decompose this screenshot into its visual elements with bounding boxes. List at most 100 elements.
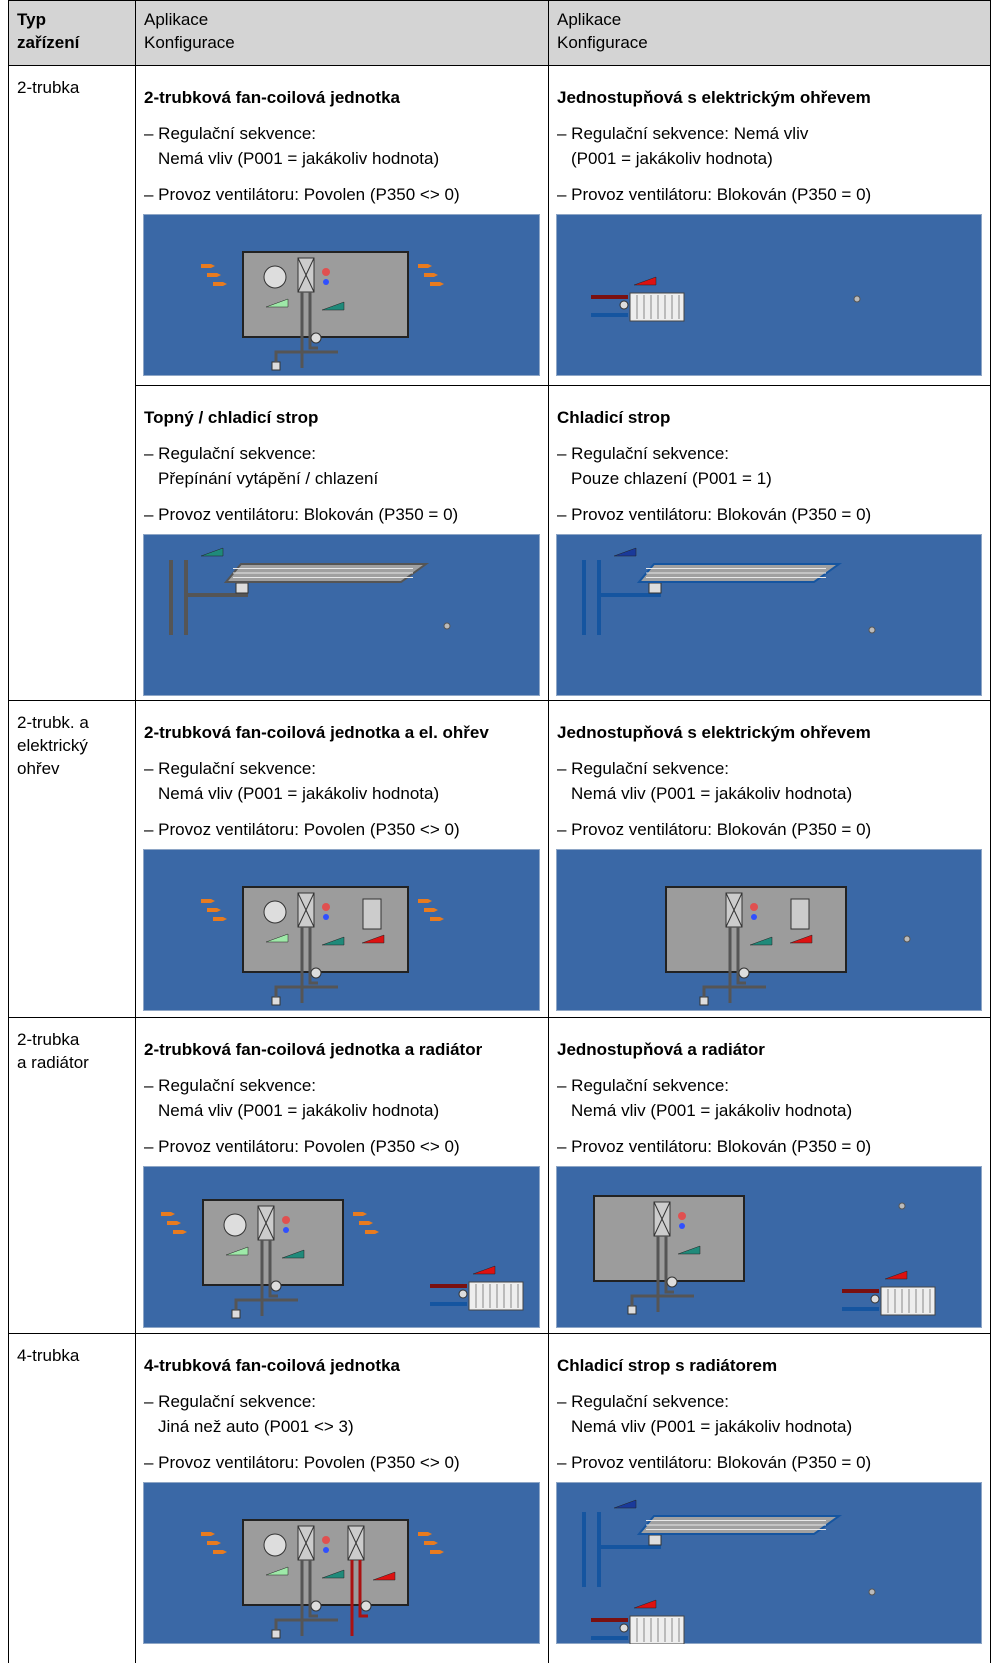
heat-icon bbox=[678, 1212, 686, 1220]
valve bbox=[310, 967, 322, 979]
pipe bbox=[234, 1298, 298, 1310]
valve bbox=[458, 1289, 468, 1299]
config-cell: 2-trubková fan-coilová jednotka a el. oh… bbox=[135, 700, 549, 1018]
config-cell: 4-trubková fan-coilová jednotka – Regulač… bbox=[135, 1333, 549, 1663]
valve bbox=[619, 300, 629, 310]
diagram bbox=[143, 849, 540, 1011]
pipe bbox=[268, 1240, 278, 1298]
coil-line bbox=[297, 892, 315, 928]
device-type: a radiátor bbox=[17, 1053, 89, 1072]
air-arrow bbox=[424, 273, 438, 277]
air-arrow bbox=[201, 1532, 215, 1536]
radiator bbox=[629, 1615, 685, 1644]
unit-box bbox=[242, 251, 409, 338]
fan-line: – Provoz ventilátoru: Povolen (P350 <> 0… bbox=[144, 1453, 460, 1472]
coil-line bbox=[725, 892, 743, 928]
sequence-line: – Regulační sekvence: Nemá vliv bbox=[557, 124, 809, 143]
valve bbox=[666, 1276, 678, 1288]
sequence-line: – Regulační sekvence: bbox=[144, 759, 316, 778]
device-type: 2-trubk. a bbox=[17, 713, 89, 732]
air-arrow bbox=[424, 1541, 438, 1545]
fan-line: – Provoz ventilátoru: Blokován (P350 = 0… bbox=[557, 505, 872, 524]
air-arrow bbox=[207, 273, 221, 277]
heat-icon bbox=[322, 268, 330, 276]
room-sensor bbox=[868, 626, 876, 634]
air-arrow bbox=[173, 1230, 187, 1234]
config-title: 2-trubková fan-coilová jednotka bbox=[144, 88, 400, 107]
valve-box bbox=[648, 582, 662, 594]
setpoint-icon bbox=[321, 301, 345, 311]
setpoint-icon bbox=[321, 1569, 345, 1579]
air-arrow bbox=[201, 899, 215, 903]
room-sensor bbox=[868, 1588, 876, 1596]
header-text: zařízení bbox=[17, 33, 80, 52]
air-arrow bbox=[359, 1221, 373, 1225]
air-arrow bbox=[430, 1550, 444, 1554]
air-arrow bbox=[424, 908, 438, 912]
air-arrow bbox=[161, 1212, 175, 1216]
config-cell: Jednostupňová s elektrickým ohřevem – Reg… bbox=[548, 700, 991, 1018]
coil-line bbox=[653, 1201, 671, 1237]
coil-line bbox=[297, 1525, 315, 1561]
el-heater bbox=[362, 898, 382, 930]
air-arrow bbox=[418, 264, 432, 268]
config-title: Jednostupňová a radiátor bbox=[557, 1040, 765, 1059]
device-type: 4-trubka bbox=[17, 1346, 80, 1365]
header-cell: Aplikace Konfigurace bbox=[135, 0, 549, 66]
air-arrow bbox=[418, 899, 432, 903]
pipe bbox=[274, 350, 338, 362]
fan-line: – Provoz ventilátoru: Blokován (P350 = 0… bbox=[144, 505, 459, 524]
sequence-line: – Regulační sekvence: bbox=[144, 1076, 316, 1095]
setpoint-icon bbox=[200, 547, 224, 557]
sequence-line: Nemá vliv (P001 = jakákoliv hodnota) bbox=[158, 1101, 440, 1120]
air-arrow bbox=[201, 264, 215, 268]
valve bbox=[310, 332, 322, 344]
setpoint-icon bbox=[321, 936, 345, 946]
header-text: Typ bbox=[17, 10, 46, 29]
thermo bbox=[699, 996, 709, 1006]
config-title: Chladicí strop bbox=[557, 408, 671, 427]
sequence-line: Nemá vliv (P001 = jakákoliv hodnota) bbox=[158, 149, 440, 168]
air-arrow bbox=[213, 282, 227, 286]
fan-line: – Provoz ventilátoru: Povolen (P350 <> 0… bbox=[144, 820, 460, 839]
radiator bbox=[468, 1281, 524, 1311]
device-type: 2-trubka bbox=[17, 78, 80, 97]
pipe bbox=[702, 985, 766, 997]
diagram bbox=[556, 1166, 982, 1328]
setpoint-icon bbox=[265, 933, 289, 943]
pipe bbox=[308, 1560, 318, 1618]
setpoint-icon bbox=[677, 1245, 701, 1255]
valve bbox=[310, 1600, 322, 1612]
sequence-line: – Regulační sekvence: bbox=[144, 1392, 316, 1411]
config-cell: Chladicí strop s radiátorem – Regulační s… bbox=[548, 1333, 991, 1663]
setpoint-icon bbox=[633, 276, 657, 286]
type-cell: 2-trubka bbox=[8, 65, 136, 701]
config-title: Jednostupňová s elektrickým ohřevem bbox=[557, 723, 871, 742]
fan-line: – Provoz ventilátoru: Blokován (P350 = 0… bbox=[557, 820, 872, 839]
pipe bbox=[736, 927, 746, 985]
sequence-line: Pouze chlazení (P001 = 1) bbox=[571, 469, 772, 488]
diagram bbox=[143, 534, 540, 696]
setpoint-icon bbox=[265, 298, 289, 308]
fan-line: – Provoz ventilátoru: Blokován (P350 = 0… bbox=[557, 185, 872, 204]
fan-line: – Provoz ventilátoru: Povolen (P350 <> 0… bbox=[144, 185, 460, 204]
header-text: Konfigurace bbox=[144, 33, 235, 52]
unit-box bbox=[242, 886, 409, 973]
panel-bg bbox=[556, 1482, 982, 1644]
sequence-line: Jiná než auto (P001 <> 3) bbox=[158, 1417, 354, 1436]
pipe bbox=[664, 1236, 674, 1294]
pipe bbox=[358, 1560, 368, 1618]
config-cell: 2-trubková fan-coilová jednotka a radiát… bbox=[135, 1017, 549, 1334]
setpoint-icon bbox=[884, 1270, 908, 1280]
panel-bg bbox=[556, 534, 982, 696]
sequence-line: – Regulační sekvence: bbox=[557, 759, 729, 778]
cool-icon bbox=[751, 914, 757, 920]
el-heater bbox=[790, 898, 810, 930]
config-cell: Chladicí strop – Regulační sekvence: Pouze… bbox=[548, 385, 991, 701]
unit-box bbox=[242, 1519, 409, 1606]
header-cell: Aplikace Konfigurace bbox=[548, 0, 991, 66]
setpoint-icon bbox=[613, 1499, 637, 1509]
air-arrow bbox=[430, 282, 444, 286]
setpoint-icon bbox=[265, 1566, 289, 1576]
